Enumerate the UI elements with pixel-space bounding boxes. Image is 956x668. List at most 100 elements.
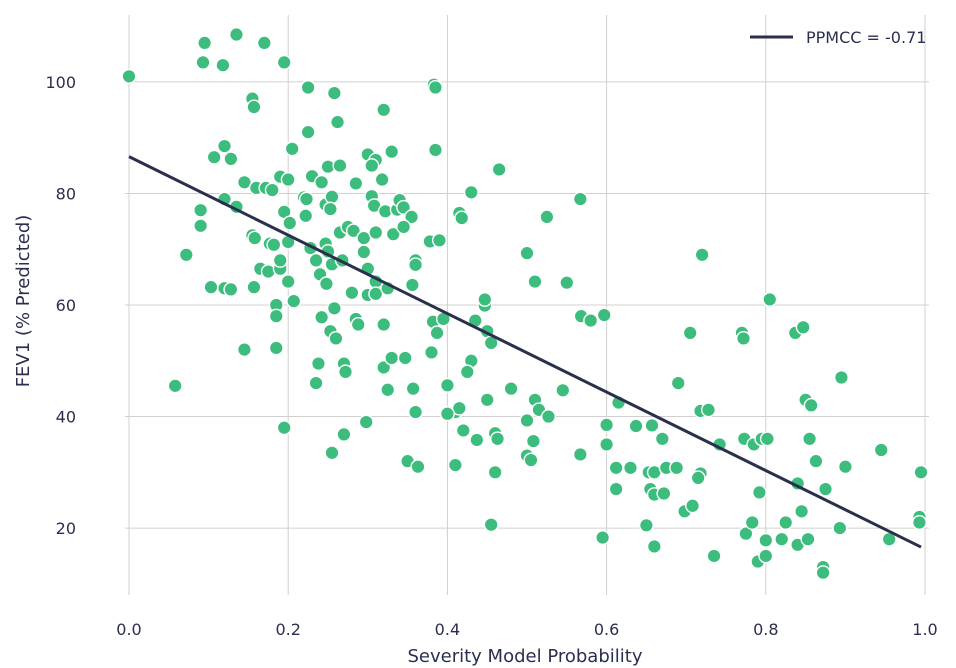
data-point	[519, 412, 535, 428]
y-axis-title: FEV1 (% Predicted)	[13, 215, 34, 388]
data-point	[408, 257, 424, 273]
data-point	[266, 237, 282, 253]
data-point	[193, 218, 209, 234]
data-point	[685, 498, 701, 514]
data-point	[758, 532, 774, 548]
data-point	[656, 486, 672, 502]
data-point	[364, 158, 380, 174]
data-point	[638, 517, 654, 533]
data-point	[121, 68, 137, 84]
data-point	[195, 54, 211, 70]
data-point	[280, 172, 296, 188]
data-point	[280, 274, 296, 290]
data-point	[328, 330, 344, 346]
data-point	[326, 85, 342, 101]
data-point	[469, 432, 485, 448]
data-point	[559, 275, 575, 291]
data-point	[206, 149, 222, 165]
data-point	[540, 409, 556, 425]
data-point	[345, 223, 361, 239]
data-point	[405, 381, 421, 397]
data-point	[451, 400, 467, 416]
data-point	[439, 377, 455, 393]
data-point	[223, 151, 239, 167]
data-point	[308, 252, 324, 268]
data-point	[736, 330, 752, 346]
data-point	[268, 340, 284, 356]
data-point	[396, 219, 412, 235]
data-point	[477, 291, 493, 307]
data-point	[246, 99, 262, 115]
data-point	[324, 189, 340, 205]
data-point	[700, 402, 716, 418]
data-point	[332, 158, 348, 174]
y-tick-label: 100	[45, 73, 76, 92]
x-tick-label: 0.0	[116, 620, 141, 639]
x-axis-ticks: 0.0 0.2 0.4 0.6 0.8 1.0	[116, 620, 937, 639]
data-point	[276, 420, 292, 436]
data-point	[759, 431, 775, 447]
x-tick-label: 1.0	[912, 620, 937, 639]
data-point	[459, 364, 475, 380]
data-point	[322, 201, 338, 217]
data-point	[376, 102, 392, 118]
data-point	[408, 404, 424, 420]
data-point	[808, 453, 824, 469]
data-point	[236, 342, 252, 358]
data-point	[223, 281, 239, 297]
data-point	[167, 378, 183, 394]
data-point	[669, 460, 685, 476]
data-point	[523, 452, 539, 468]
data-point	[380, 382, 396, 398]
data-point	[376, 317, 392, 333]
data-point	[873, 442, 889, 458]
data-point	[256, 35, 272, 51]
data-point	[338, 364, 354, 380]
data-point	[330, 114, 346, 130]
data-point	[228, 27, 244, 43]
data-point	[583, 313, 599, 329]
data-point	[374, 172, 390, 188]
x-tick-label: 0.2	[275, 620, 300, 639]
data-point	[268, 308, 284, 324]
data-point	[439, 406, 455, 422]
data-point	[217, 138, 233, 154]
data-point	[344, 285, 360, 301]
y-tick-label: 60	[56, 296, 76, 315]
y-axis-ticks: 20 40 60 80 100	[45, 73, 76, 538]
data-point	[368, 286, 384, 302]
data-point	[385, 226, 401, 242]
data-point	[264, 182, 280, 198]
data-point	[503, 381, 519, 397]
data-point	[308, 375, 324, 391]
data-point	[706, 548, 722, 564]
data-point	[193, 202, 209, 218]
data-point	[427, 79, 443, 95]
data-point	[751, 484, 767, 500]
data-point	[646, 538, 662, 554]
data-point	[404, 277, 420, 293]
data-point	[774, 531, 790, 547]
data-point	[384, 144, 400, 160]
data-point	[539, 209, 555, 225]
data-point	[376, 359, 392, 375]
x-tick-label: 0.8	[753, 620, 778, 639]
data-point	[247, 230, 263, 246]
data-point	[599, 417, 615, 433]
data-point	[572, 191, 588, 207]
data-point	[463, 184, 479, 200]
data-point	[694, 247, 710, 263]
x-tick-label: 0.4	[435, 620, 460, 639]
y-tick-label: 20	[56, 519, 76, 538]
y-tick-label: 80	[56, 184, 76, 203]
data-point	[487, 464, 503, 480]
data-point	[236, 174, 252, 190]
data-point	[284, 141, 300, 157]
data-point	[272, 252, 288, 268]
data-point	[483, 517, 499, 533]
data-point	[596, 307, 612, 323]
data-point	[203, 279, 219, 295]
data-point	[628, 418, 644, 434]
